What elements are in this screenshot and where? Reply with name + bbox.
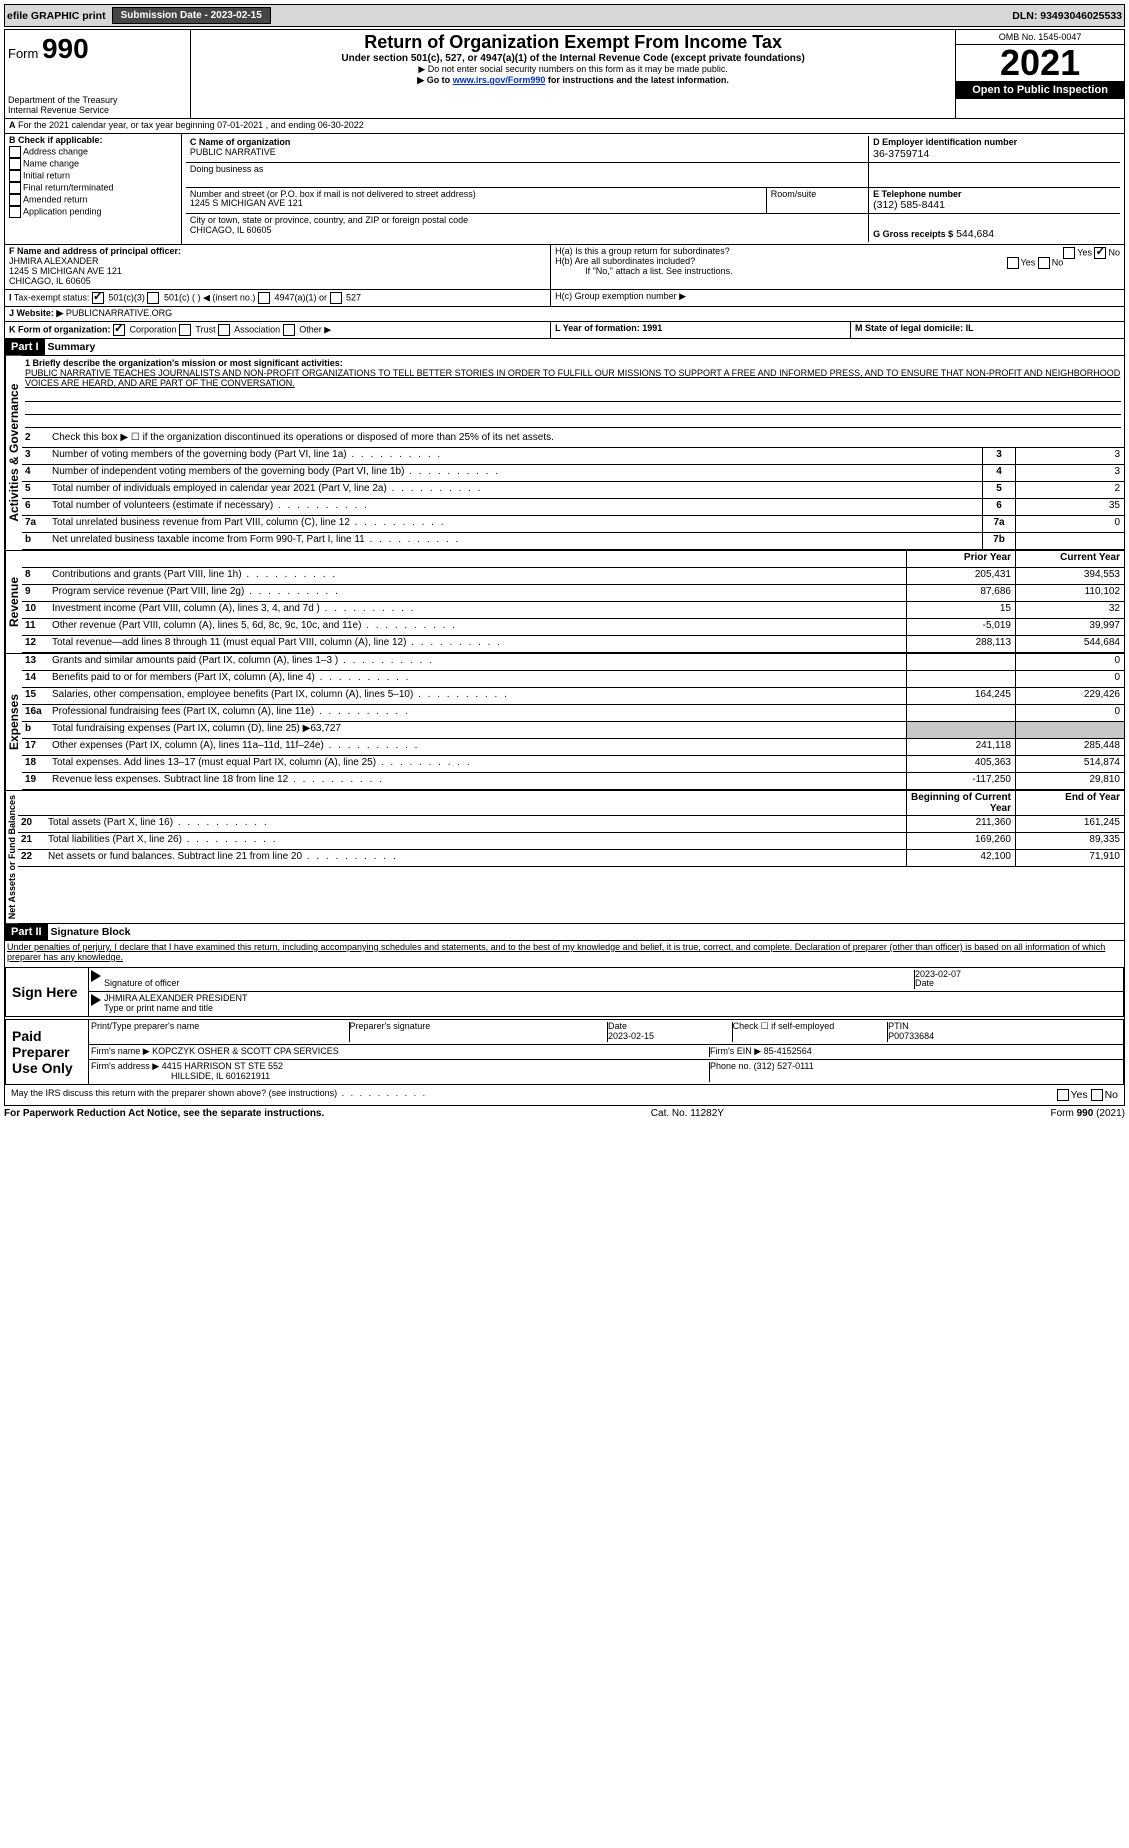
firm-phone: (312) 527-0111 [754, 1061, 814, 1071]
activities-governance-tab: Activities & Governance [5, 356, 22, 550]
expenses-tab: Expenses [5, 654, 22, 790]
form-page: Form 990 Department of the Treasury Inte… [4, 29, 1125, 1106]
part1-badge: Part I [5, 339, 45, 355]
irs-label: Internal Revenue Service [8, 105, 187, 115]
gross-receipts: 544,684 [956, 228, 994, 240]
net-assets-tab: Net Assets or Fund Balances [5, 791, 18, 923]
dept-treasury: Department of the Treasury [8, 95, 187, 105]
year-formation: L Year of formation: 1991 [551, 322, 851, 338]
paid-preparer-section: Paid Preparer Use Only Print/Type prepar… [5, 1019, 1124, 1084]
part2-badge: Part II [5, 924, 48, 940]
ein-value: 36-3759714 [873, 148, 1116, 160]
paperwork-notice: For Paperwork Reduction Act Notice, see … [4, 1108, 324, 1119]
firm-ein: 85-4152564 [764, 1046, 812, 1056]
org-city: CHICAGO, IL 60605 [190, 225, 272, 235]
arrow-icon [91, 994, 101, 1006]
form-subtitle: Under section 501(c), 527, or 4947(a)(1)… [193, 53, 953, 64]
sign-here-section: Sign Here Signature of officer2023-02-07… [5, 967, 1124, 1018]
dln-label: DLN: 93493046025533 [1012, 10, 1122, 22]
cat-number: Cat. No. 11282Y [651, 1108, 724, 1119]
form-title: Return of Organization Exempt From Incom… [193, 32, 953, 53]
phone-value: (312) 585-8441 [873, 199, 1116, 211]
officer-signed-name: JHMIRA ALEXANDER PRESIDENT [104, 993, 248, 1003]
open-public-badge: Open to Public Inspection [956, 81, 1124, 99]
form-header: Form 990 Department of the Treasury Inte… [5, 30, 1124, 119]
irs-link[interactable]: www.irs.gov/Form990 [453, 75, 546, 85]
tax-year: 2021 [956, 45, 1124, 81]
instructions-link-line: ▶ Go to www.irs.gov/Form990 for instruct… [193, 75, 953, 86]
efile-topbar: efile GRAPHIC print Submission Date - 20… [4, 4, 1125, 27]
state-domicile: M State of legal domicile: IL [851, 322, 1124, 338]
form-number: Form 990 [8, 33, 187, 65]
submission-date-button[interactable]: Submission Date - 2023-02-15 [112, 7, 271, 24]
form-footer: Form 990 (2021) [1051, 1108, 1125, 1119]
line-a-taxyear: A For the 2021 calendar year, or tax yea… [5, 119, 368, 133]
ssn-warning: ▶ Do not enter social security numbers o… [193, 64, 953, 75]
org-name: PUBLIC NARRATIVE [190, 147, 276, 157]
perjury-declaration: Under penalties of perjury, I declare th… [5, 941, 1124, 965]
revenue-tab: Revenue [5, 551, 22, 653]
section-b-checkboxes: B Check if applicable: Address change Na… [5, 134, 182, 245]
firm-name: KOPCZYK OSHER & SCOTT CPA SERVICES [152, 1046, 339, 1056]
website-value: PUBLICNARRATIVE.ORG [66, 308, 172, 318]
ptin-value: P00733684 [888, 1031, 934, 1041]
arrow-icon [91, 970, 101, 982]
efile-label: efile GRAPHIC print [7, 10, 106, 22]
mission-text: PUBLIC NARRATIVE TEACHES JOURNALISTS AND… [25, 369, 1121, 389]
sign-date: 2023-02-07 [915, 969, 961, 979]
org-address: 1245 S MICHIGAN AVE 121 [190, 198, 303, 208]
